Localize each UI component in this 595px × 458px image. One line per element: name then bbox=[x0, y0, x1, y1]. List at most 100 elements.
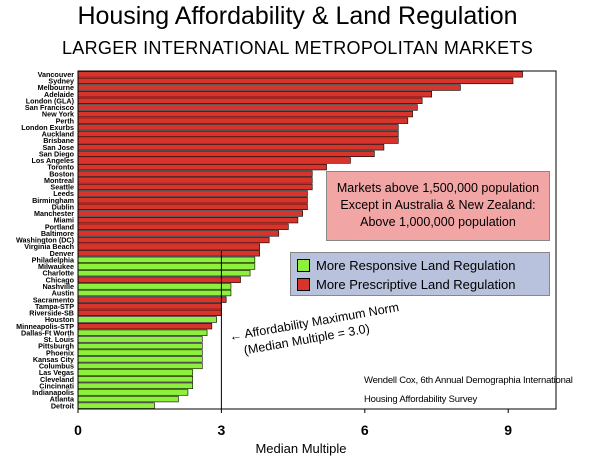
bar-los-angeles bbox=[77, 157, 351, 164]
legend-swatch-responsive bbox=[297, 259, 310, 272]
category-label: Melbourne bbox=[38, 83, 74, 92]
category-label: London (GLA) bbox=[26, 96, 75, 105]
bar-montreal bbox=[77, 177, 313, 184]
left-arrow-icon: ← bbox=[228, 327, 243, 344]
category-label: Cleveland bbox=[40, 375, 74, 384]
bar-st-louis bbox=[77, 336, 203, 343]
bar-indianapolis bbox=[77, 389, 189, 396]
bar-dublin bbox=[77, 203, 308, 211]
bar-baltimore bbox=[77, 230, 280, 237]
plot-frame bbox=[77, 70, 557, 410]
category-label: Los Angeles bbox=[32, 156, 74, 165]
bar-charlotte bbox=[77, 269, 251, 277]
category-label: Denver bbox=[50, 249, 75, 258]
category-label: Baltimore bbox=[41, 229, 74, 238]
bar-london-exurbs bbox=[77, 124, 399, 131]
source-line-1: Wendell Cox, 6th Annual Demographia Inte… bbox=[364, 375, 573, 386]
bar-phoenix bbox=[77, 349, 203, 356]
bar-denver bbox=[77, 250, 260, 257]
bar-manchester bbox=[77, 210, 303, 217]
note-line-3: Above 1,000,000 population bbox=[360, 215, 516, 229]
source-note: Wendell Cox, 6th Annual Demographia Inte… bbox=[364, 371, 573, 409]
category-label: Charlotte bbox=[42, 269, 74, 278]
bar-pittsburgh bbox=[77, 342, 203, 350]
bar-sydney bbox=[77, 77, 514, 85]
category-label: Phoenix bbox=[46, 348, 74, 357]
category-label: Perth bbox=[56, 116, 74, 125]
bar-seattle bbox=[77, 183, 313, 191]
x-tick-label: 6 bbox=[361, 422, 369, 438]
bar-atlanta bbox=[77, 395, 179, 403]
category-label: Cincinnati bbox=[39, 381, 74, 390]
category-label: San Diego bbox=[39, 149, 75, 158]
population-note-box: Markets above 1,500,000 population Excep… bbox=[326, 171, 550, 241]
x-tick-label: 9 bbox=[504, 422, 512, 438]
category-label: Tampa-STP bbox=[35, 302, 74, 311]
legend-item-prescriptive: More Prescriptive Land Regulation bbox=[297, 275, 543, 294]
category-label: Portland bbox=[45, 222, 74, 231]
legend: More Responsive Land Regulation More Pre… bbox=[290, 252, 550, 296]
category-label: Leeds bbox=[53, 189, 74, 198]
bar-detroit bbox=[77, 402, 155, 409]
x-tick-label: 0 bbox=[74, 422, 82, 438]
category-label: Riverside-SB bbox=[29, 309, 74, 318]
bar-washington-dc- bbox=[77, 236, 270, 244]
category-label: Las Vegas bbox=[39, 368, 74, 377]
bar-portland bbox=[77, 223, 289, 230]
category-label: Brisbane bbox=[43, 136, 74, 145]
chart-title: Housing Affordability & Land Regulation bbox=[77, 2, 518, 30]
bar-san-diego bbox=[77, 150, 375, 157]
legend-label-prescriptive: More Prescriptive Land Regulation bbox=[316, 277, 516, 292]
category-label: St. Louis bbox=[44, 335, 74, 344]
bar-new-york bbox=[77, 110, 413, 118]
bar-kansas-city bbox=[77, 356, 203, 363]
chart-subtitle: LARGER INTERNATIONAL METROPOLITAN MARKET… bbox=[61, 38, 534, 58]
category-label: Toronto bbox=[47, 163, 74, 172]
bar-toronto bbox=[77, 163, 327, 171]
x-axis-label: Median Multiple bbox=[255, 441, 346, 456]
bar-chicago bbox=[77, 276, 241, 283]
category-label: Virginia Beach bbox=[24, 242, 74, 251]
bar-melbourne bbox=[77, 84, 461, 91]
category-label: Austin bbox=[52, 289, 74, 298]
bar-austin bbox=[77, 289, 232, 297]
bar-leeds bbox=[77, 190, 308, 197]
category-label: San Francisco bbox=[25, 103, 75, 112]
bar-london-gla- bbox=[77, 97, 423, 104]
bar-tampa-stp bbox=[77, 303, 222, 310]
category-label: Minneapolis-STP bbox=[16, 322, 74, 331]
category-label: Nashville bbox=[42, 282, 74, 291]
category-label: Detroit bbox=[51, 401, 75, 410]
category-label: Philadelphia bbox=[32, 255, 75, 264]
category-label: Dallas-Ft Worth bbox=[21, 328, 74, 337]
category-label: Sydney bbox=[48, 77, 74, 86]
category-label: Houston bbox=[45, 315, 74, 324]
legend-label-responsive: More Responsive Land Regulation bbox=[316, 258, 516, 273]
bar-las-vegas bbox=[77, 369, 194, 376]
bar-sacramento bbox=[77, 296, 227, 303]
category-label: Sacramento bbox=[33, 295, 75, 304]
bar-virginia-beach bbox=[77, 243, 260, 250]
bar-san-jose bbox=[77, 144, 385, 151]
bar-dallas-ft-worth bbox=[77, 329, 208, 336]
legend-swatch-prescriptive bbox=[297, 278, 310, 291]
category-label: Washington (DC) bbox=[16, 236, 75, 245]
bar-adelaide bbox=[77, 91, 433, 98]
bar-philadelphia bbox=[77, 256, 256, 264]
bar-birmingham bbox=[77, 197, 308, 204]
bar-boston bbox=[77, 170, 313, 177]
category-label: Dublin bbox=[52, 202, 74, 211]
category-label: Manchester bbox=[34, 209, 74, 218]
category-label: Boston bbox=[49, 169, 74, 178]
category-label: Chicago bbox=[46, 275, 75, 284]
category-label: Seattle bbox=[50, 183, 74, 192]
bar-perth bbox=[77, 117, 409, 124]
bar-riverside-sb bbox=[77, 309, 222, 317]
category-label: Columbus bbox=[39, 362, 74, 371]
bar-vancouver bbox=[77, 71, 523, 78]
category-label: San Jose bbox=[42, 143, 74, 152]
category-label: Birmingham bbox=[32, 196, 74, 205]
bar-san-francisco bbox=[77, 104, 418, 111]
note-line-1: Markets above 1,500,000 population bbox=[336, 181, 540, 195]
